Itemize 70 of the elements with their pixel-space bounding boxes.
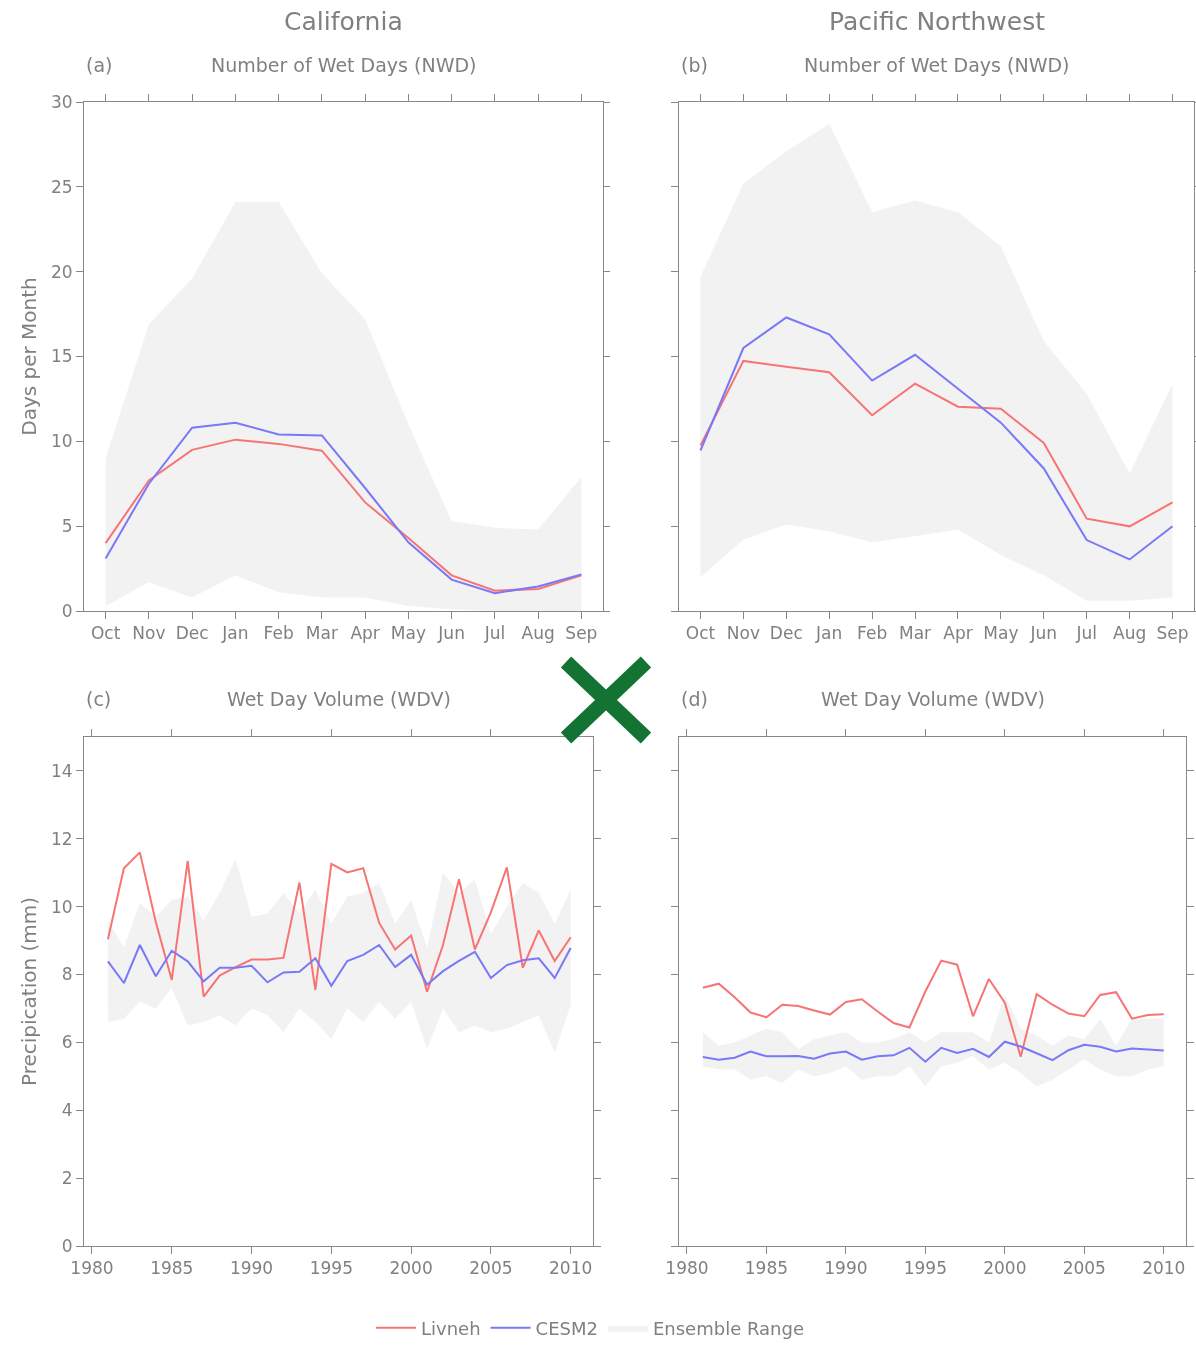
x-tick-label: 2000 xyxy=(983,1258,1027,1279)
y-tick-label: 4 xyxy=(61,1100,73,1121)
x-tick-label: Dec xyxy=(769,623,803,644)
x-tick-label: Apr xyxy=(350,623,380,644)
legend-label: CESM2 xyxy=(535,1317,598,1339)
y-axis-title: Precipication (mm) xyxy=(17,896,42,1087)
text: (b) xyxy=(681,54,708,76)
line-series xyxy=(106,851,572,998)
x-tick-label: Jun xyxy=(1029,623,1058,644)
chart-title: Wet Day Volume (WDV) xyxy=(821,688,1046,710)
x-tick-label: Aug xyxy=(521,623,555,644)
x-tick-label: 1980 xyxy=(665,1258,709,1279)
x-tick-label: Jan xyxy=(221,623,249,644)
x-tick-label: 1995 xyxy=(903,1258,947,1279)
chart-title: Wet Day Volume (WDV) xyxy=(227,688,452,710)
y-tick-label: 6 xyxy=(61,1032,73,1053)
x-tick-label: 1985 xyxy=(150,1258,194,1279)
x-tick-label: 1995 xyxy=(309,1258,353,1279)
x-tick-label: 1985 xyxy=(744,1258,789,1279)
x-tick-label: Apr xyxy=(943,623,973,644)
x-tick-label: 1990 xyxy=(824,1258,868,1279)
x-tick-label: Jun xyxy=(437,623,465,644)
x-tick-label: Feb xyxy=(263,623,294,644)
x-tick-label: Nov xyxy=(726,623,760,644)
y-axis-title: Days per Month xyxy=(17,277,42,436)
text: (a) xyxy=(86,54,113,76)
x-tick-label: Sep xyxy=(1156,623,1189,644)
x-tick-label: Jul xyxy=(1075,623,1097,644)
y-tick-label: 25 xyxy=(50,176,73,197)
x-tick-label: Jul xyxy=(483,623,506,644)
x-tick-label: 2000 xyxy=(389,1258,433,1279)
legend-label: Livneh xyxy=(421,1317,481,1339)
text: (d) xyxy=(681,688,708,710)
x-tick-label: 2010 xyxy=(549,1258,593,1279)
x-tick-label: May xyxy=(390,623,426,644)
x-tick-label: Oct xyxy=(685,623,716,644)
x-tick-label: 1990 xyxy=(229,1258,274,1279)
x-tick-label: May xyxy=(983,623,1019,644)
x-tick-label: Sep xyxy=(565,623,598,644)
x-tick-label: 1980 xyxy=(70,1258,114,1279)
x-tick-label: Mar xyxy=(899,623,932,644)
y-tick-label: 8 xyxy=(61,964,73,985)
x-tick-label: Feb xyxy=(857,623,888,644)
y-tick-label: 12 xyxy=(50,828,73,849)
x-tick-label: 2010 xyxy=(1142,1258,1186,1279)
y-tick-label: 30 xyxy=(50,91,73,112)
text: (c) xyxy=(86,688,112,710)
x-tick-label: Jan xyxy=(815,623,843,644)
y-tick-label: 2 xyxy=(61,1168,73,1189)
x-tick-label: Oct xyxy=(90,623,121,644)
chart-title: Pacific Northwest xyxy=(829,7,1046,36)
y-tick-label: 0 xyxy=(61,600,73,621)
y-tick-label: 20 xyxy=(50,261,73,282)
x-tick-label: 2005 xyxy=(469,1258,513,1279)
x-tick-label: Dec xyxy=(175,623,209,644)
line-series xyxy=(106,944,572,987)
y-tick-label: 14 xyxy=(50,760,73,781)
x-tick-label: 2005 xyxy=(1062,1258,1106,1279)
x-tick-label: Aug xyxy=(1113,623,1147,644)
y-tick-label: 15 xyxy=(50,346,73,367)
text: Ensemble Range xyxy=(652,1317,804,1339)
x-tick-label: Nov xyxy=(132,623,166,644)
y-tick-label: 10 xyxy=(50,896,73,917)
x-tick-label: Mar xyxy=(305,623,338,644)
y-tick-label: 0 xyxy=(61,1235,73,1256)
chart-subtitle: Number of Wet Days (NWD) xyxy=(804,54,1070,76)
chart-subtitle: Number of Wet Days (NWD) xyxy=(211,54,477,76)
y-tick-label: 10 xyxy=(50,431,73,452)
y-tick-label: 5 xyxy=(61,516,73,537)
chart-title: California xyxy=(284,7,403,36)
